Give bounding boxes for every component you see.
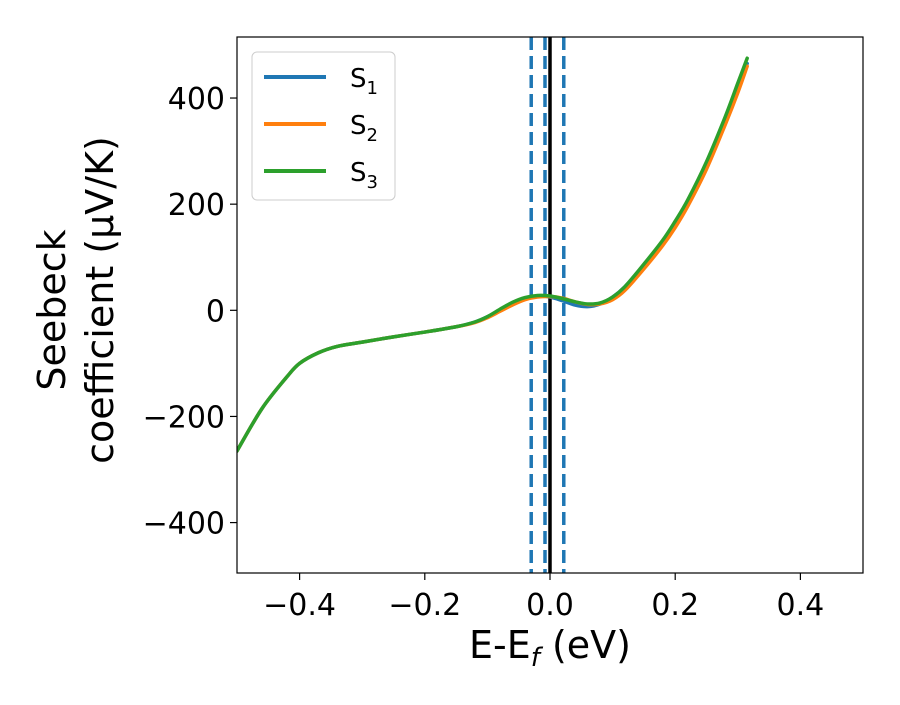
x-tick-label: −0.4	[263, 588, 336, 623]
legend-label-s2: S2	[350, 111, 378, 146]
x-tick-label: −0.2	[388, 588, 461, 623]
x-axis-label: E-Ef (eV)	[469, 623, 631, 673]
series-line-s3	[237, 56, 749, 453]
legend: S1 S2 S3	[251, 51, 396, 201]
reference-lines	[529, 37, 566, 573]
y-axis-label-line1: Seebeck	[30, 229, 74, 390]
series-lines	[237, 56, 749, 453]
x-axis-label-unit: (eV)	[540, 623, 631, 667]
y-tick-label: 0	[206, 294, 225, 329]
x-axis-label-main: E-E	[469, 623, 531, 667]
y-tick-label: 400	[168, 82, 225, 117]
legend-label-s1: S1	[350, 64, 378, 99]
x-tick-label: 0.2	[651, 588, 699, 623]
y-axis-label-line2: coefficient (μV/K)	[78, 136, 122, 464]
legend-entries: S1 S2 S3	[264, 64, 378, 193]
x-axis-ticks: −0.4 −0.2 0.0 0.2 0.4	[263, 573, 824, 623]
legend-label-s3: S3	[350, 158, 378, 193]
x-tick-label: 0.4	[777, 588, 825, 623]
y-tick-label: −400	[143, 507, 225, 542]
x-tick-label: 0.0	[526, 588, 574, 623]
y-tick-label: −200	[143, 400, 225, 435]
y-axis-ticks: −400 −200 0 200 400	[143, 82, 237, 542]
y-tick-label: 200	[168, 188, 225, 223]
